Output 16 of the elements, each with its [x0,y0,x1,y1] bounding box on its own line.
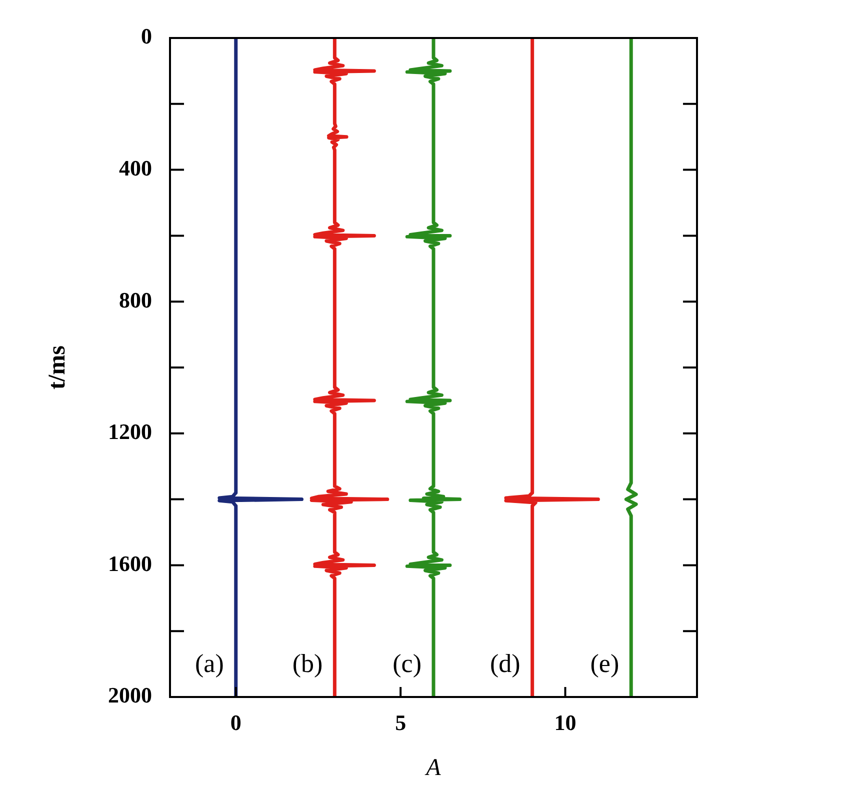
x-tick-label: 10 [554,710,576,735]
y-axis-title: t/ms [44,346,71,390]
y-tick-label: 1200 [108,419,152,444]
series-label: (d) [490,648,520,678]
y-tick-label: 2000 [108,682,152,708]
series-label: (a) [195,648,224,678]
y-tick-label: 400 [119,155,152,180]
x-tick-label: 0 [230,710,242,735]
series-label: (c) [392,648,422,678]
series-label: (e) [590,648,620,678]
y-tick-label: 0 [141,24,152,49]
series-label: (b) [292,648,323,678]
y-tick-label: 1600 [108,550,152,576]
x-tick-label: 5 [395,710,406,735]
x-axis-title: A [424,754,442,781]
y-tick-label: 800 [119,287,152,312]
